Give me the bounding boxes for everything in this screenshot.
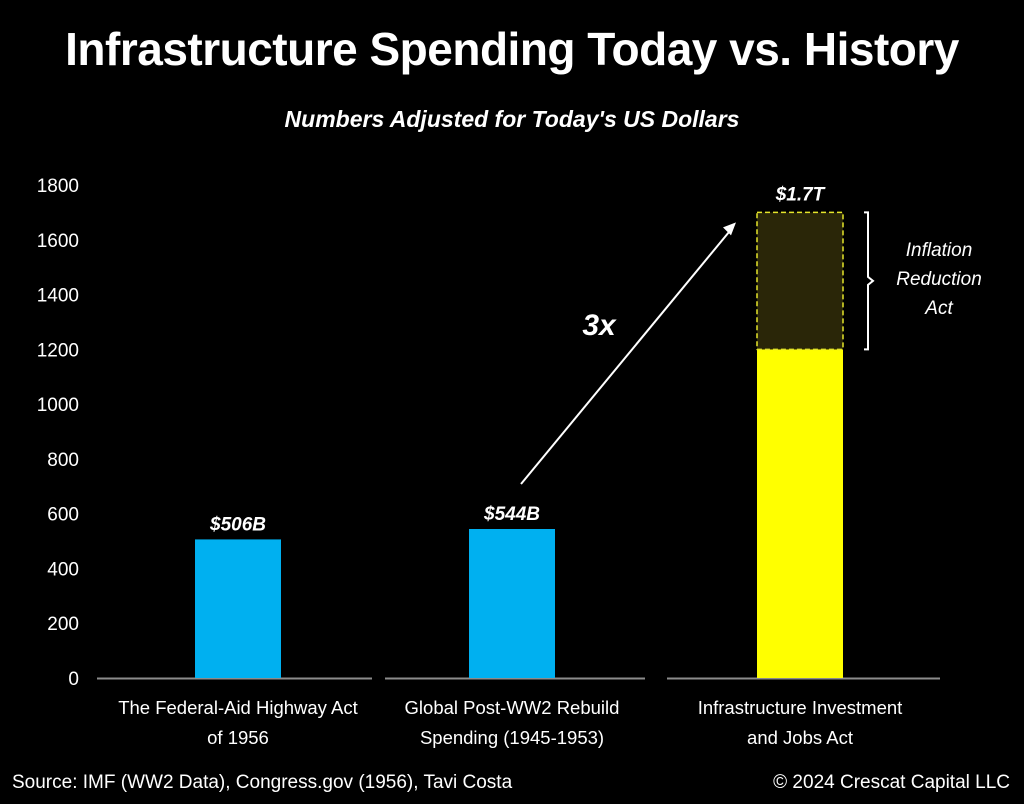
x-tick-label: Infrastructure Investment xyxy=(698,697,903,718)
x-axis-labels: The Federal-Aid Highway Act of 1956 Global… xyxy=(118,697,902,748)
y-tick-label: 600 xyxy=(47,505,79,526)
y-tick-label: 1600 xyxy=(37,231,79,252)
data-label: $506B xyxy=(209,514,266,535)
chart-subtitle: Numbers Adjusted for Today's US Dollars xyxy=(284,106,740,132)
y-tick-label: 0 xyxy=(68,669,79,690)
bar xyxy=(756,211,844,351)
copyright-note: © 2024 Crescat Capital LLC xyxy=(773,772,1010,793)
bracket-label: Inflation xyxy=(906,240,973,261)
bracket-label: Act xyxy=(924,298,953,319)
x-tick-label: The Federal-Aid Highway Act xyxy=(118,697,358,718)
y-tick-label: 200 xyxy=(47,614,79,635)
annotations: 3x Inflation Reduction Act xyxy=(520,211,982,485)
y-tick-label: 800 xyxy=(47,450,79,471)
y-tick-label: 400 xyxy=(47,559,79,580)
x-tick-label: and Jobs Act xyxy=(747,727,853,748)
y-tick-label: 1200 xyxy=(37,340,79,361)
bar xyxy=(469,529,555,678)
chart-title: Infrastructure Spending Today vs. Histor… xyxy=(65,23,959,75)
x-tick-label: of 1956 xyxy=(207,727,269,748)
multiplier-label: 3x xyxy=(582,309,617,342)
y-tick-label: 1800 xyxy=(37,176,79,197)
bars xyxy=(195,211,844,678)
bracket-icon xyxy=(864,211,875,351)
y-tick-label: 1400 xyxy=(37,286,79,307)
y-axis: 0 200 400 600 800 1000 1200 1400 1600 1800 xyxy=(37,176,79,690)
y-tick-label: 1000 xyxy=(37,395,79,416)
growth-arrow-line xyxy=(520,227,733,485)
bar xyxy=(757,349,843,678)
data-label: $1.7T xyxy=(775,184,826,205)
data-labels: $506B $544B $1.7T xyxy=(209,184,826,535)
source-note: Source: IMF (WW2 Data), Congress.gov (19… xyxy=(12,772,513,793)
bracket-label: Reduction xyxy=(896,269,982,290)
bar xyxy=(195,539,281,678)
x-tick-label: Global Post-WW2 Rebuild xyxy=(405,697,620,718)
data-label: $544B xyxy=(483,504,540,525)
x-tick-label: Spending (1945-1953) xyxy=(420,727,604,748)
arrow-head-icon xyxy=(723,222,736,236)
